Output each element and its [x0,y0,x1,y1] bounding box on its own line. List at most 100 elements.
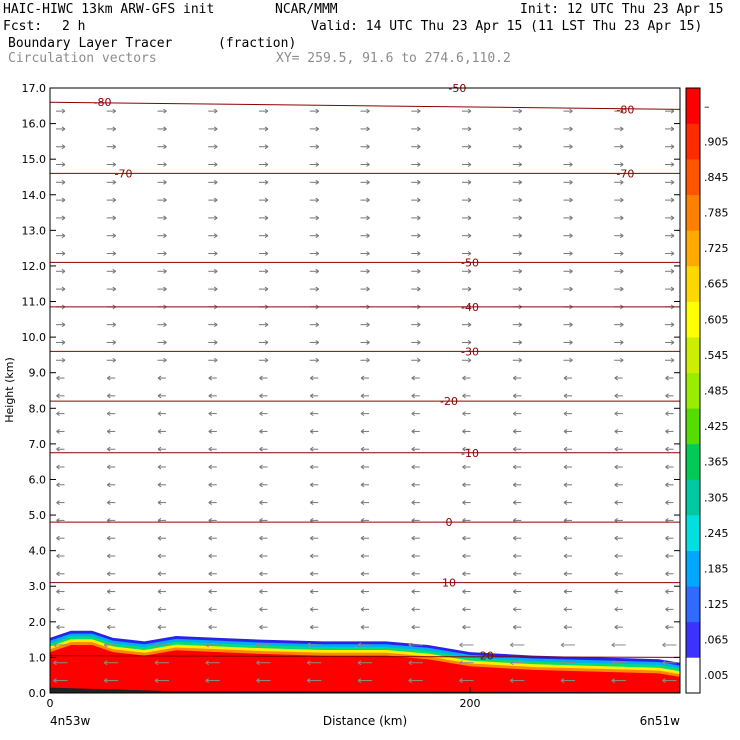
circulation-vectors [53,108,677,683]
vector-arrowhead [518,340,523,345]
vector-arrowhead [416,144,421,150]
colorbar-swatch [686,372,700,409]
vector-arrowhead [512,589,517,594]
vector-arrowhead [467,268,472,274]
vector-arrowhead [360,446,365,452]
vector-arrowhead [163,197,167,203]
y-axis: 0.0 1.0 2.0 3.0 4.0 5.0 6.0 7.0 8.0 9.0 10.0 11.0 12… [22,82,680,700]
vector-arrowhead [614,375,619,381]
x-axis: 0 200 [47,687,481,710]
vector-arrowhead [264,268,269,274]
vector-arrowhead [259,606,263,612]
vector-arrowhead [315,162,320,167]
vector-arrowhead [208,571,213,577]
vector-arrowhead [366,126,370,132]
vector-arrowhead [366,162,370,167]
vector-arrowhead [106,589,111,594]
vector-arrowhead [360,411,365,417]
vector-arrowhead [315,179,320,185]
y-tick-label: 11.0 [22,296,47,309]
vector-arrowhead [61,286,66,292]
vector-arrowhead [157,571,162,577]
vector-arrowhead [157,535,162,541]
vector-arrowhead [112,233,117,239]
vector-arrowhead [106,393,111,399]
vector-arrowhead [366,286,370,292]
vector-arrowhead [662,642,666,648]
vector-arrowhead [512,500,517,506]
vector-arrowhead [157,500,162,506]
vector-arrowhead [512,446,517,452]
vector-arrowhead [569,197,573,203]
colorbar-label: .905 [704,135,729,148]
vector-arrowhead [264,108,269,114]
vector-arrowhead [259,571,263,577]
vector-arrowhead [112,322,117,328]
vector-arrowhead [157,553,162,559]
vector-arrowhead [157,624,162,630]
vector-arrowhead [467,197,472,203]
y-tick-label: 4.0 [29,545,47,558]
vector-arrowhead [264,357,269,363]
vector-arrowhead [112,162,117,167]
vector-arrowhead [315,108,320,114]
vector-arrowhead [306,660,311,666]
vector-arrowhead [416,357,421,363]
y-tick-label: 8.0 [29,402,47,415]
vector-arrowhead [315,126,320,132]
vector-arrowhead [665,589,669,594]
vector-arrowhead [569,162,573,167]
vector-arrowhead [662,660,666,666]
vector-arrowhead [518,322,523,328]
vector-arrowhead [264,251,269,256]
vector-arrowhead [213,268,218,274]
vector-arrowhead [512,375,517,381]
vector-arrowhead [518,126,523,132]
init-time: Init: 12 UTC Thu 23 Apr 15 [520,2,724,17]
vector-arrowhead [56,375,60,381]
vector-arrowhead [366,144,370,150]
vector-arrowhead [61,251,66,256]
vector-arrowhead [56,589,60,594]
colorbar-swatch [686,123,700,160]
vector-arrowhead [459,642,463,648]
vector-arrowhead [208,606,213,612]
vector-arrowhead [569,251,573,256]
vector-arrowhead [569,108,573,114]
colorbar-label: .485 [704,385,729,398]
vector-arrowhead [259,446,263,452]
vector-arrowhead [614,500,619,506]
vector-arrowhead [208,375,213,381]
vector-arrowhead [462,589,466,594]
vector-arrowhead [264,286,269,292]
colorbar-label: .785 [704,207,729,220]
vector-arrowhead [61,340,66,345]
colorbar-label: .845 [704,171,729,184]
vector-arrowhead [619,322,624,328]
x-tick-label: 0 [47,697,54,710]
vector-arrowhead [61,108,66,114]
field-units: (fraction) [218,36,297,51]
vector-arrowhead [512,393,517,399]
vector-arrowhead [357,660,362,666]
colorbar-swatch [686,230,700,267]
vector-arrowhead [614,624,619,630]
vector-arrowhead [53,642,57,648]
vector-arrowhead [309,411,314,417]
y-tick-label: 10.0 [22,331,47,344]
colorbar-swatch [686,159,700,196]
vector-arrowhead [416,179,421,185]
vector-arrowhead [569,215,573,221]
vector-arrowhead [614,429,619,434]
vector-arrowhead [309,624,314,630]
vector-arrowhead [264,197,269,203]
y-tick-label: 17.0 [22,82,47,95]
vector-arrowhead [665,624,669,630]
vector-arrowhead [665,553,669,559]
vector-arrowhead [614,553,619,559]
vector-arrowhead [518,108,523,114]
vector-arrowhead [163,357,167,363]
vector-arrowhead [315,233,320,239]
vector-arrowhead [106,464,111,470]
vector-arrowhead [512,429,517,434]
